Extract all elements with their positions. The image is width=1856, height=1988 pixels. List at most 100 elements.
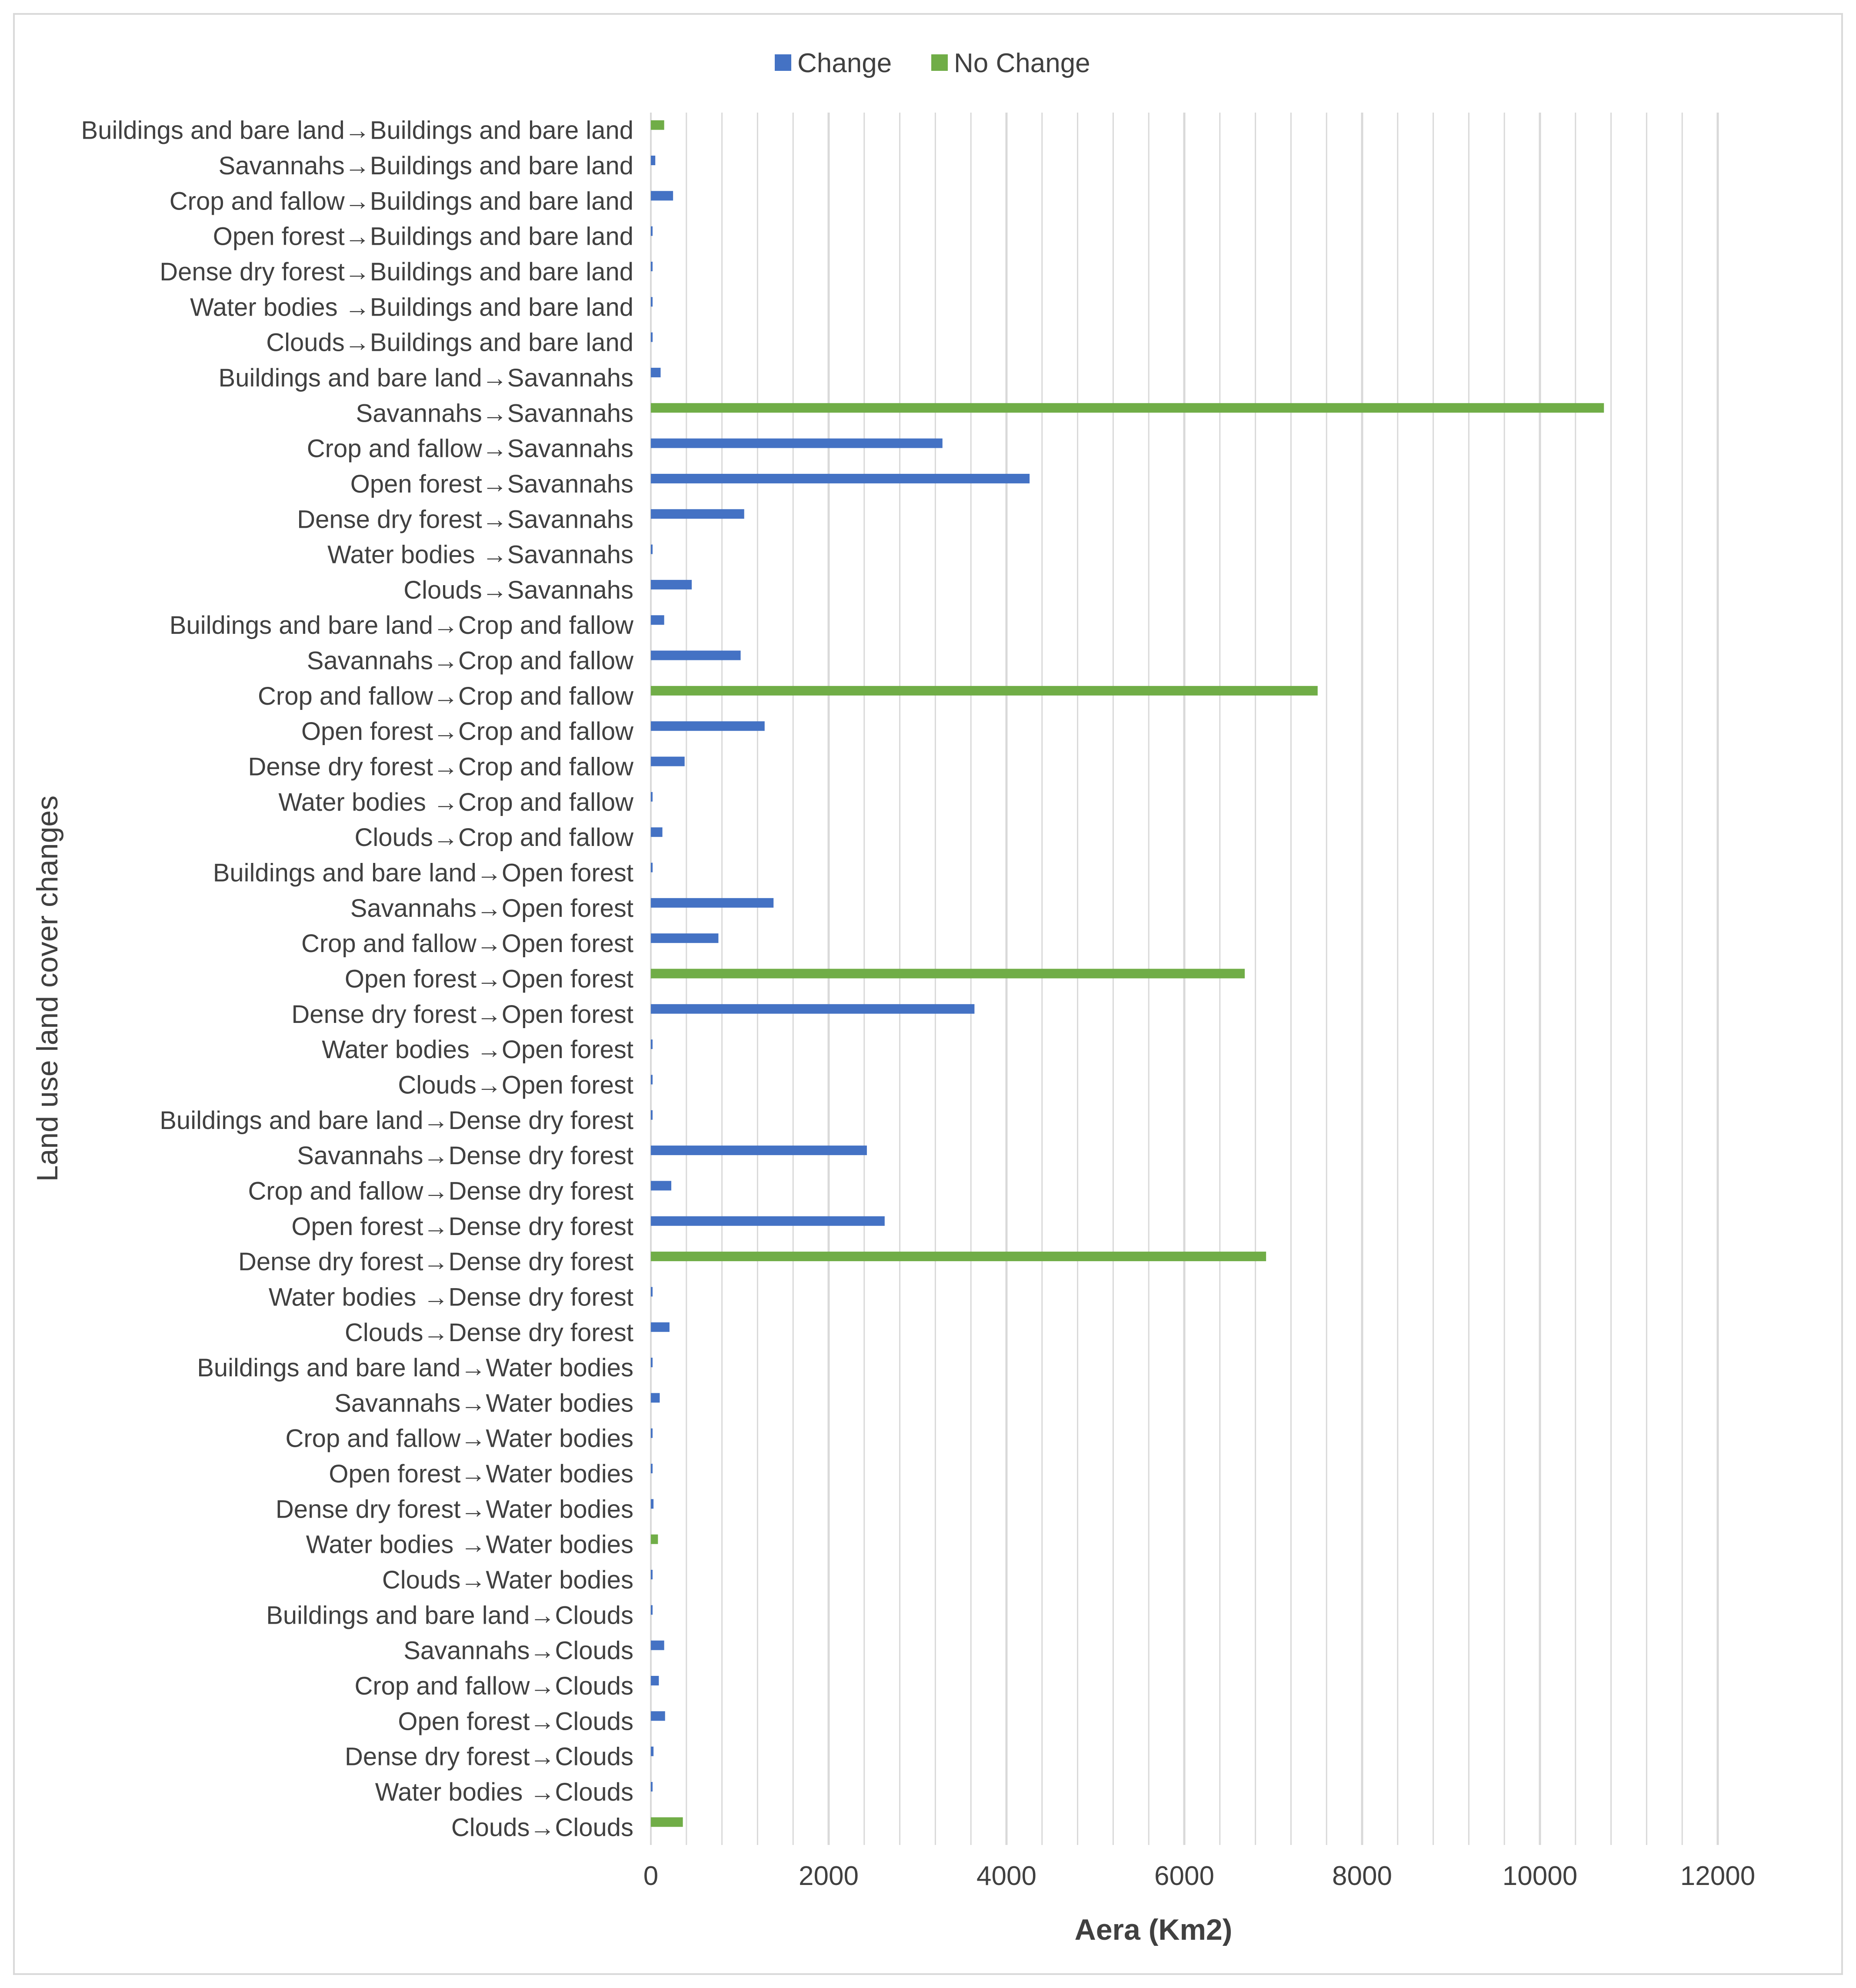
- category-label: Dense dry forest→Savannahs: [297, 505, 633, 533]
- legend-label-no-change: No Change: [954, 48, 1090, 78]
- bar-change: [651, 1782, 653, 1792]
- bar-change: [651, 756, 685, 766]
- legend-swatch-change: [775, 54, 791, 71]
- category-label: Clouds→Buildings and bare land: [266, 329, 633, 357]
- legend-label-change: Change: [797, 48, 892, 78]
- x-tick-label: 12000: [1680, 1861, 1755, 1891]
- category-label: Open forest→Open forest: [345, 965, 633, 993]
- gridlines: [650, 113, 1719, 1845]
- category-label: Crop and fallow→Buildings and bare land: [170, 187, 633, 215]
- bar-change: [651, 297, 653, 307]
- category-label: Open forest→Water bodies: [329, 1460, 633, 1488]
- category-label: Open forest→Crop and fallow: [301, 717, 634, 746]
- bar-change: [651, 1464, 653, 1474]
- bar-change: [651, 827, 663, 837]
- category-label: Water bodies →Water bodies: [306, 1531, 633, 1559]
- bar-no-change: [651, 1252, 1266, 1262]
- category-label: Buildings and bare land→Savannahs: [219, 364, 633, 392]
- bar-change: [651, 1640, 664, 1650]
- bar-change: [651, 1287, 653, 1297]
- bar-change: [651, 1499, 654, 1509]
- category-label: Savannahs→Open forest: [350, 894, 633, 922]
- category-label: Crop and fallow→Crop and fallow: [258, 682, 634, 710]
- bar-change: [651, 367, 661, 377]
- bar-no-change: [651, 686, 1318, 696]
- category-label: Crop and fallow→Clouds: [354, 1672, 633, 1700]
- bar-change: [651, 509, 744, 519]
- category-label: Clouds→Savannahs: [403, 576, 633, 604]
- category-label: Open forest→Savannahs: [350, 470, 633, 498]
- category-label: Buildings and bare land→Open forest: [213, 859, 633, 887]
- bar-change: [651, 579, 692, 589]
- bar-change: [651, 1711, 665, 1721]
- category-label: Savannahs→Crop and fallow: [307, 647, 634, 675]
- category-labels: Buildings and bare land→Buildings and ba…: [81, 117, 634, 1842]
- category-label: Open forest→Buildings and bare land: [213, 223, 633, 251]
- category-label: Water bodies →Clouds: [375, 1778, 633, 1806]
- category-label: Clouds→Crop and fallow: [354, 823, 634, 852]
- category-label: Buildings and bare land→Buildings and ba…: [81, 117, 633, 145]
- category-label: Savannahs→Clouds: [403, 1637, 633, 1665]
- category-label: Clouds→Dense dry forest: [345, 1319, 633, 1347]
- bar-change: [651, 1322, 670, 1332]
- bar-change: [651, 650, 741, 660]
- x-tick-label: 0: [643, 1861, 658, 1891]
- category-label: Dense dry forest→Dense dry forest: [238, 1248, 633, 1276]
- category-label: Clouds→Open forest: [398, 1071, 633, 1099]
- bar-change: [651, 1393, 660, 1403]
- bar-change: [651, 1039, 653, 1049]
- category-label: Dense dry forest→Clouds: [345, 1743, 633, 1771]
- category-label: Water bodies →Crop and fallow: [278, 788, 634, 816]
- bar-no-change: [651, 1534, 658, 1544]
- bar-change: [651, 1181, 672, 1191]
- bar-no-change: [651, 120, 664, 130]
- category-label: Buildings and bare land→Water bodies: [197, 1354, 633, 1382]
- category-label: Water bodies →Buildings and bare land: [190, 293, 633, 321]
- bar-change: [651, 226, 653, 236]
- bar-change: [651, 721, 765, 731]
- x-tick-label: 8000: [1332, 1861, 1392, 1891]
- bar-change: [651, 1570, 653, 1580]
- bar-change: [651, 1216, 885, 1226]
- category-label: Crop and fallow→Water bodies: [285, 1425, 633, 1453]
- chart-frame: Buildings and bare land→Buildings and ba…: [13, 13, 1843, 1975]
- legend-swatch-no-change: [931, 54, 948, 71]
- category-label: Savannahs→Savannahs: [356, 399, 633, 427]
- bar-change: [651, 898, 774, 908]
- bar-change: [651, 1676, 659, 1686]
- x-tick-labels: 0 2000 4000 6000 8000 10000 12000: [643, 1861, 1755, 1891]
- bar-chart: Buildings and bare land→Buildings and ba…: [31, 48, 1755, 1946]
- bar-change: [651, 862, 653, 872]
- bar-change: [651, 1110, 653, 1120]
- category-label: Clouds→Water bodies: [382, 1566, 633, 1594]
- category-label: Dense dry forest→Water bodies: [276, 1495, 633, 1523]
- category-label: Savannahs→Dense dry forest: [297, 1142, 633, 1170]
- bar-change: [651, 473, 1030, 483]
- category-label: Open forest→Dense dry forest: [291, 1212, 633, 1241]
- x-tick-label: 10000: [1503, 1861, 1577, 1891]
- bar-change: [651, 933, 719, 943]
- bar-change: [651, 155, 656, 165]
- category-label: Buildings and bare land→Crop and fallow: [170, 611, 634, 639]
- bar-no-change: [651, 969, 1245, 979]
- x-tick-label: 6000: [1154, 1861, 1214, 1891]
- bar-change: [651, 544, 653, 554]
- category-label: Buildings and bare land→Dense dry forest: [160, 1106, 633, 1135]
- category-label: Crop and fallow→Dense dry forest: [248, 1177, 633, 1205]
- category-label: Savannahs→Water bodies: [334, 1389, 633, 1417]
- category-label: Clouds→Clouds: [451, 1813, 633, 1841]
- legend: Change No Change: [775, 48, 1090, 78]
- bars: [651, 120, 1604, 1827]
- category-label: Water bodies →Savannahs: [327, 541, 633, 569]
- category-label: Open forest→Clouds: [398, 1707, 633, 1735]
- bar-change: [651, 191, 673, 201]
- category-label: Dense dry forest→Open forest: [291, 1000, 633, 1029]
- category-label: Dense dry forest→Crop and fallow: [248, 753, 634, 781]
- y-axis-title: Land use land cover changes: [31, 796, 64, 1182]
- category-label: Water bodies →Dense dry forest: [269, 1283, 633, 1311]
- bar-no-change: [651, 1817, 683, 1827]
- x-tick-label: 2000: [799, 1861, 859, 1891]
- category-label: Crop and fallow→Open forest: [301, 929, 633, 958]
- category-label: Water bodies →Open forest: [322, 1036, 633, 1064]
- bar-no-change: [651, 403, 1604, 413]
